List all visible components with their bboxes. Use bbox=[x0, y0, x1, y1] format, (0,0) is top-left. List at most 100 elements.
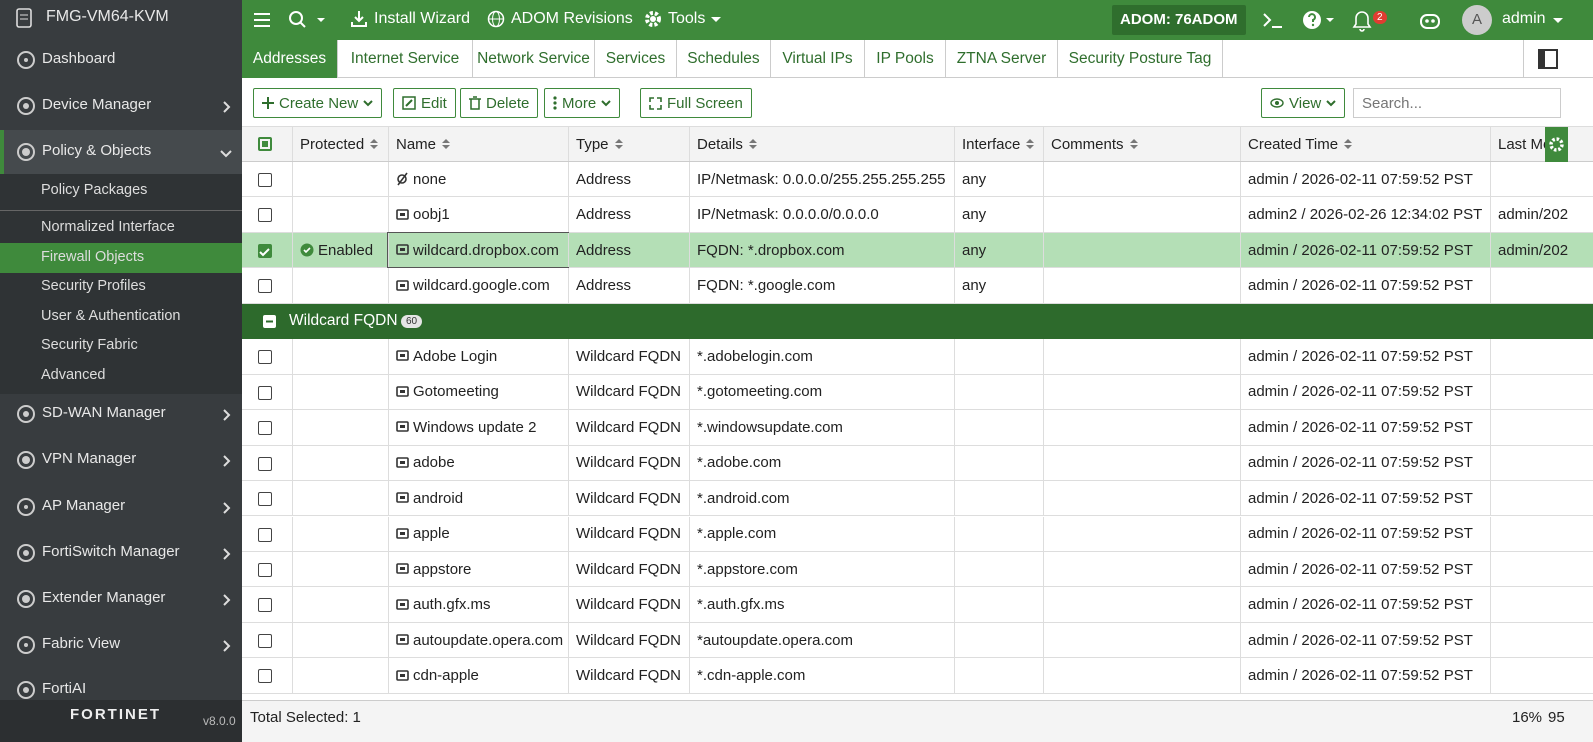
type-text: Wildcard FQDN bbox=[576, 383, 682, 401]
nav-subitem[interactable]: Security Fabric bbox=[41, 337, 138, 353]
table-row[interactable]: apple Wildcard FQDN *.apple.com admin / 202… bbox=[242, 516, 1593, 552]
cell-interface bbox=[954, 516, 1043, 551]
row-checkbox[interactable] bbox=[258, 208, 272, 223]
row-checkbox[interactable] bbox=[258, 669, 272, 684]
search-input[interactable] bbox=[1353, 88, 1561, 118]
column-header[interactable]: Type bbox=[568, 127, 689, 161]
cell-protected bbox=[292, 374, 388, 410]
row-checkbox[interactable] bbox=[258, 279, 272, 294]
column-title: Protected bbox=[300, 135, 365, 153]
install-wizard[interactable]: Install Wizard bbox=[350, 10, 470, 28]
view-button[interactable]: View bbox=[1261, 88, 1346, 118]
notification-bell[interactable] bbox=[1352, 10, 1372, 32]
nav-subitem[interactable]: Normalized Interface bbox=[41, 219, 175, 235]
column-header[interactable]: Comments bbox=[1043, 127, 1240, 161]
table-row[interactable]: Gotomeeting Wildcard FQDN *.gotomeeting.co… bbox=[242, 374, 1593, 411]
table-row[interactable]: wildcard.google.com Address FQDN: *.google… bbox=[242, 268, 1593, 304]
tab[interactable]: IP Pools bbox=[865, 40, 946, 78]
column-header[interactable]: Details bbox=[689, 127, 954, 161]
table-row[interactable]: none Address IP/Netmask: 0.0.0.0/255.255.2… bbox=[242, 162, 1593, 198]
nav-subitem[interactable]: Policy Packages bbox=[41, 182, 148, 198]
cell-protected bbox=[292, 658, 388, 693]
table-row[interactable]: oobj1 Address IP/Netmask: 0.0.0.0/0.0.0.0 a… bbox=[242, 197, 1593, 233]
tab[interactable]: Virtual IPs bbox=[771, 40, 865, 78]
tab[interactable]: Services bbox=[595, 40, 677, 78]
tools-menu[interactable]: Tools bbox=[644, 10, 722, 28]
nav-item[interactable]: AP Manager bbox=[42, 497, 126, 514]
table-row[interactable]: Windows update 2 Wildcard FQDN *.windowsup… bbox=[242, 410, 1593, 446]
cell-interface bbox=[954, 481, 1043, 516]
create-new-button[interactable]: Create New bbox=[253, 88, 383, 118]
row-checkbox[interactable] bbox=[258, 173, 272, 187]
table-row[interactable]: cdn-apple Wildcard FQDN *.cdn-apple.com adm… bbox=[242, 658, 1593, 694]
tab[interactable]: Addresses bbox=[242, 40, 338, 78]
panel-toggle[interactable] bbox=[1523, 40, 1593, 78]
column-title: Created Time bbox=[1248, 135, 1339, 153]
group-row[interactable]: Wildcard FQDN 60 bbox=[242, 303, 1593, 340]
row-checkbox[interactable] bbox=[258, 456, 272, 471]
sort-icon bbox=[1129, 139, 1138, 149]
cell-name: Adobe Login bbox=[388, 339, 568, 374]
full-screen-button[interactable]: Full Screen bbox=[640, 88, 752, 118]
row-checkbox[interactable] bbox=[258, 598, 272, 613]
tab[interactable]: Network Service bbox=[473, 40, 595, 78]
row-checkbox[interactable] bbox=[258, 633, 272, 648]
assistant-button[interactable] bbox=[1418, 10, 1442, 30]
cli-button[interactable] bbox=[1262, 10, 1284, 30]
nav-icon-glyph bbox=[17, 97, 35, 115]
column-header[interactable]: Last Mo bbox=[1490, 127, 1568, 161]
nav-item[interactable]: FortiSwitch Manager bbox=[42, 543, 180, 560]
delete-button[interactable]: Delete bbox=[460, 88, 539, 118]
user-name[interactable]: admin bbox=[1502, 10, 1546, 27]
select-all-checkbox[interactable] bbox=[258, 137, 272, 151]
created-text: admin / 2026-02-11 07:59:52 PST bbox=[1248, 560, 1473, 578]
tab[interactable]: Schedules bbox=[677, 40, 771, 78]
column-header[interactable]: Interface bbox=[954, 127, 1043, 161]
row-checkbox[interactable] bbox=[258, 350, 272, 365]
nav-subitem[interactable]: Advanced bbox=[41, 367, 106, 383]
column-header[interactable]: Protected bbox=[292, 127, 388, 161]
edit-button[interactable]: Edit bbox=[393, 88, 456, 118]
menu-button[interactable] bbox=[254, 12, 270, 28]
nav-item[interactable]: Dashboard bbox=[42, 50, 116, 67]
tab[interactable]: Security Posture Tag bbox=[1058, 40, 1223, 78]
nav-item[interactable]: Fabric View bbox=[42, 635, 121, 652]
column-header[interactable]: Name bbox=[388, 127, 568, 161]
nav-item[interactable]: Policy & Objects bbox=[42, 142, 152, 159]
row-checkbox[interactable] bbox=[258, 385, 272, 400]
row-checkbox[interactable] bbox=[258, 492, 272, 507]
nav-subitem[interactable]: User & Authentication bbox=[41, 308, 181, 324]
column-header[interactable]: Created Time bbox=[1240, 127, 1490, 161]
nav-subitem[interactable]: Firewall Objects bbox=[41, 249, 145, 265]
tab-bar: Addresses Internet Service Network Service… bbox=[242, 40, 1593, 78]
table-row[interactable]: appstore Wildcard FQDN *.appstore.com admin… bbox=[242, 551, 1593, 588]
more-button[interactable]: More bbox=[544, 88, 621, 118]
nav-item[interactable]: FortiAI bbox=[42, 680, 87, 697]
nav-item[interactable]: SD-WAN Manager bbox=[42, 404, 166, 421]
nav-item[interactable]: Extender Manager bbox=[42, 589, 166, 606]
row-checkbox[interactable] bbox=[258, 243, 272, 258]
table-row[interactable]: android Wildcard FQDN *.android.com admin /… bbox=[242, 481, 1593, 517]
tab[interactable]: ZTNA Server bbox=[946, 40, 1058, 78]
help-button[interactable] bbox=[1302, 10, 1336, 30]
search-button[interactable] bbox=[288, 10, 328, 30]
table-row[interactable]: autoupdate.opera.com Wildcard FQDN *autoup… bbox=[242, 622, 1593, 659]
table-row[interactable]: Enabled wildcard.dropbox.com Address FQDN: … bbox=[242, 231, 1593, 269]
nav-item[interactable]: VPN Manager bbox=[42, 450, 137, 467]
details-text: *.android.com bbox=[697, 489, 790, 507]
row-checkbox[interactable] bbox=[258, 527, 272, 542]
collapse-icon-glyph bbox=[263, 314, 276, 328]
nav-item[interactable]: Device Manager bbox=[42, 96, 152, 113]
type-text: Wildcard FQDN bbox=[576, 454, 682, 472]
tab[interactable]: Internet Service bbox=[338, 40, 473, 78]
table-row[interactable]: auth.gfx.ms Wildcard FQDN *.auth.gfx.ms adm… bbox=[242, 587, 1593, 623]
avatar[interactable]: A bbox=[1462, 5, 1492, 35]
table-row[interactable]: Adobe Login Wildcard FQDN *.adobelogin.com… bbox=[242, 339, 1593, 375]
row-checkbox[interactable] bbox=[258, 421, 272, 436]
nav-subitem[interactable]: Security Profiles bbox=[41, 278, 146, 294]
table-row[interactable]: adobe Wildcard FQDN *.adobe.com admin / 202… bbox=[242, 445, 1593, 482]
adom-revisions[interactable]: ADOM Revisions bbox=[487, 10, 633, 28]
adom-badge[interactable]: ADOM: 76ADOM bbox=[1112, 5, 1246, 35]
name-text: android bbox=[413, 489, 464, 507]
row-checkbox[interactable] bbox=[258, 562, 272, 577]
